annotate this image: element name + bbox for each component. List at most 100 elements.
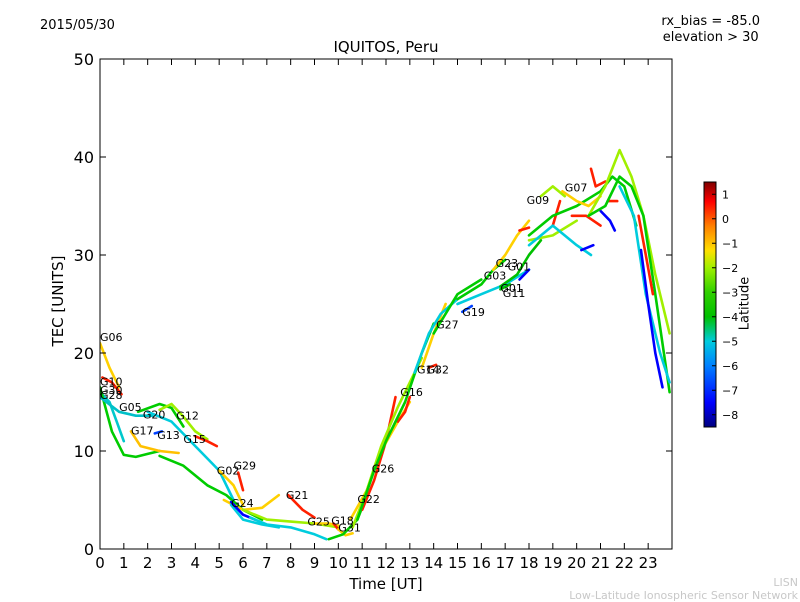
series-line — [456, 258, 507, 301]
satellite-label: G06 — [100, 331, 123, 344]
satellite-label: G13 — [157, 429, 180, 442]
x-axis-label: Time [UT] — [349, 575, 423, 593]
chart-title: IQUITOS, Peru — [333, 38, 439, 56]
y-tick-label: 20 — [74, 344, 94, 363]
colorbar-ticks: 1 0 −1 −2 −3 −4 −5 −6 −7 −8 — [712, 188, 738, 422]
series-line — [518, 226, 531, 232]
series-line — [492, 219, 531, 271]
x-tick-label: 16 — [472, 554, 491, 572]
series-line — [637, 214, 655, 296]
colorbar-tick-label: −4 — [722, 311, 738, 324]
series-line — [101, 376, 123, 396]
x-tick-label: 11 — [353, 554, 372, 572]
colorbar-tick-label: 0 — [722, 213, 729, 226]
x-tick-label: 0 — [95, 554, 105, 572]
x-tick-label: 21 — [591, 554, 610, 572]
elevation-label: elevation > 30 — [662, 30, 759, 45]
y-tick-label: 30 — [74, 246, 94, 265]
series-line — [158, 402, 209, 441]
satellite-label: G01 — [508, 261, 531, 274]
x-tick-label: 3 — [167, 554, 177, 572]
series-line — [456, 268, 531, 306]
x-tick-label: 8 — [286, 554, 296, 572]
x-tick-label: 20 — [567, 554, 586, 572]
x-tick-label: 6 — [238, 554, 248, 572]
colorbar-tick-label: −1 — [722, 237, 738, 250]
x-tick-label: 9 — [310, 554, 320, 572]
x-tick-label: 13 — [400, 554, 419, 572]
satellite-label: G11 — [503, 287, 526, 300]
x-tick-label: 5 — [214, 554, 224, 572]
satellite-label: G27 — [436, 319, 459, 332]
satellite-label: G29 — [234, 460, 257, 473]
satellite-label: G25 — [307, 516, 330, 529]
satellite-label: G14 — [417, 364, 440, 377]
series-line — [539, 185, 567, 198]
series-line — [100, 341, 121, 389]
series-line — [146, 410, 235, 502]
x-tick-label: 15 — [448, 554, 467, 572]
series-line — [461, 304, 474, 314]
series-line — [580, 243, 595, 252]
satellite-label: G24 — [231, 497, 254, 510]
x-tick-label: 23 — [639, 554, 658, 572]
series-line — [129, 430, 180, 455]
series-line — [153, 430, 164, 435]
series-line — [100, 395, 154, 417]
x-tick-label: 14 — [424, 554, 443, 572]
satellite-label: G10 — [100, 375, 123, 388]
satellite-label: G18 — [331, 515, 354, 528]
x-tick-label: 19 — [543, 554, 562, 572]
series-line — [599, 209, 617, 232]
satellite-label: G28 — [100, 389, 123, 402]
series-line — [360, 395, 397, 512]
series-line — [236, 471, 245, 492]
satellite-label: G23 — [496, 257, 519, 270]
x-tick-label: 10 — [329, 554, 348, 572]
series-line — [432, 278, 483, 335]
x-tick-label: 17 — [496, 554, 515, 572]
satellite-label: G02 — [217, 465, 240, 478]
info-block: rx_bias = -85.0 elevation > 30 — [661, 14, 760, 46]
satellite-label: G07 — [565, 181, 588, 194]
x-tick-label: 22 — [615, 554, 634, 572]
x-tick-label: 7 — [262, 554, 272, 572]
satellite-label: G30 — [100, 384, 123, 397]
colorbar-tick-label: 1 — [722, 188, 729, 201]
series-line — [499, 283, 512, 291]
satellite-label: G21 — [286, 489, 309, 502]
y-tick-label: 50 — [74, 50, 94, 69]
footer-network: Low-Latitude Ionospheric Sensor Network — [569, 589, 798, 602]
series-line — [100, 386, 161, 459]
y-tick-label: 10 — [74, 442, 94, 461]
footer-lisn: LISN — [773, 576, 798, 589]
colorbar-tick-label: −5 — [722, 335, 738, 348]
satellite-label: G19 — [462, 306, 485, 319]
satellite-label: G32 — [427, 364, 450, 377]
rx-bias-label: rx_bias = -85.0 — [661, 14, 760, 29]
y-tick-label: 0 — [84, 540, 94, 559]
series-line — [499, 239, 543, 288]
series-line — [427, 363, 438, 369]
series-line — [587, 175, 671, 394]
colorbar-tick-label: −7 — [722, 384, 738, 397]
series-line — [194, 435, 219, 448]
x-tick-label: 4 — [191, 554, 201, 572]
satellite-label: G26 — [372, 463, 395, 476]
series-line — [570, 214, 602, 227]
x-tick-label: 18 — [519, 554, 538, 572]
colorbar-tick-label: −8 — [722, 409, 738, 422]
series-layer — [100, 148, 671, 541]
series-line — [287, 493, 316, 519]
satellite-label: G20 — [143, 409, 166, 422]
satellite-label: G05 — [119, 401, 142, 414]
series-line — [589, 167, 607, 188]
satellite-label: G17 — [131, 424, 154, 437]
colorbar-tick-label: −3 — [722, 286, 738, 299]
satellite-label: G16 — [400, 386, 423, 399]
date-label: 2015/05/30 — [40, 18, 115, 33]
x-tick-label: 12 — [376, 554, 395, 572]
series-line — [248, 516, 328, 541]
